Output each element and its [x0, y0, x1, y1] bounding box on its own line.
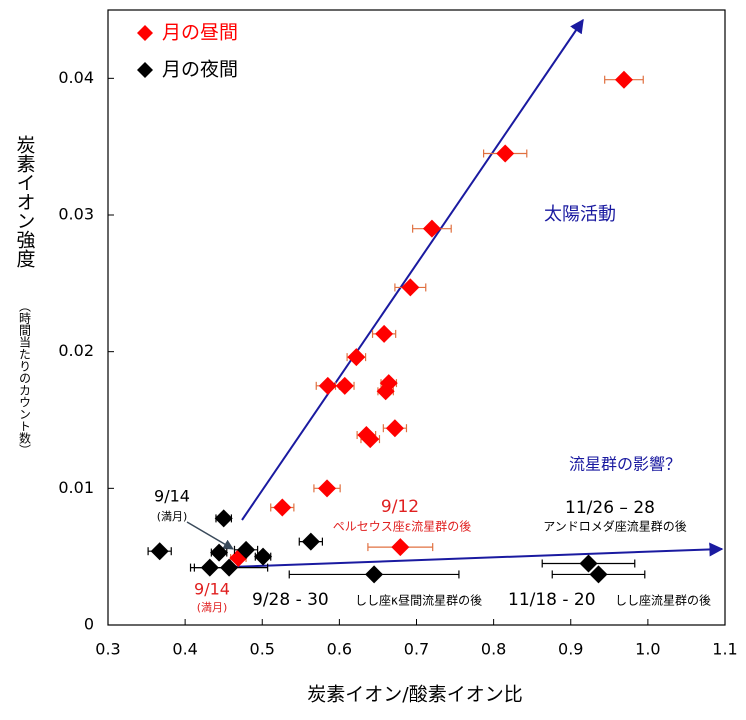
y-tick-label: 0.02	[58, 341, 94, 360]
point	[391, 538, 410, 557]
annotation: 11/26 – 28	[565, 498, 655, 518]
point	[254, 547, 273, 566]
x-tick-label: 0.3	[95, 640, 120, 659]
trend-arrow	[229, 542, 724, 568]
x-tick-label: 1.0	[635, 640, 660, 659]
point	[422, 219, 441, 238]
point	[335, 376, 354, 395]
x-tick-label: 1.1	[712, 640, 737, 659]
legend-label: 月の昼間	[162, 22, 238, 44]
point	[376, 382, 395, 401]
point	[220, 558, 239, 577]
annotation: 9/14	[154, 487, 190, 506]
point	[318, 479, 337, 498]
annotation: 9/14	[194, 580, 230, 599]
point	[347, 348, 366, 367]
x-tick-label: 0.4	[172, 640, 197, 659]
x-tick-label: 0.9	[558, 640, 583, 659]
y-tick-label: 0.03	[58, 205, 94, 224]
x-tick-label: 0.7	[404, 640, 429, 659]
annotation: ペルセウス座ε流星群の後	[333, 519, 472, 534]
point	[210, 543, 229, 562]
annotation: しし座κ昼間流星群の後	[355, 593, 482, 608]
x-tick-label: 0.6	[327, 640, 352, 659]
y-tick-label: 0.04	[58, 68, 94, 87]
point	[401, 278, 420, 297]
point	[579, 554, 598, 573]
point	[589, 565, 608, 584]
y-tick-label: 0	[84, 615, 94, 634]
trend-arrow	[241, 18, 584, 521]
point	[200, 558, 219, 577]
point	[214, 509, 233, 528]
point	[375, 324, 394, 343]
annotation: アンドロメダ座流星群の後	[543, 519, 687, 534]
point	[150, 542, 169, 561]
x-tick-label: 0.5	[250, 640, 275, 659]
point	[273, 498, 292, 517]
point	[318, 376, 337, 395]
annotation: 太陽活動	[544, 204, 616, 225]
pointer-arrow	[186, 521, 234, 550]
annotation: 11/18 - 20	[508, 590, 596, 610]
point	[361, 430, 380, 449]
annotation: 9/12	[381, 497, 419, 517]
y-axis-note: （時間当たりのカウント数）	[18, 300, 32, 456]
point	[365, 565, 384, 584]
annotation: しし座流星群の後	[615, 593, 711, 608]
x-axis-label: 炭素イオン/酸素イオン比	[307, 684, 522, 706]
y-tick-label: 0.01	[58, 478, 94, 497]
point	[385, 419, 404, 438]
annotation: (満月)	[157, 510, 188, 523]
point	[301, 532, 320, 551]
legend-label: 月の夜間	[162, 59, 238, 81]
y-axis-label: 炭素イオン強度	[14, 135, 36, 268]
point	[496, 144, 515, 163]
point	[237, 540, 256, 559]
annotation: 流星群の影響？	[569, 455, 681, 474]
annotation: 9/28 - 30	[252, 590, 329, 610]
legend-marker	[137, 25, 153, 41]
legend-marker	[137, 62, 153, 78]
annotation: (満月)	[197, 601, 228, 614]
point	[614, 70, 633, 89]
x-tick-label: 0.8	[481, 640, 506, 659]
